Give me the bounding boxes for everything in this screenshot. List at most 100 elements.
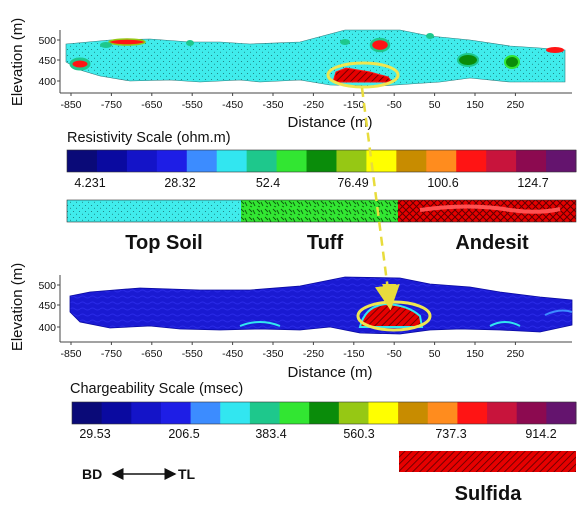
resistivity-model xyxy=(65,29,566,87)
chargeability-scale-value: 383.4 xyxy=(255,427,286,441)
x-tick-label: 50 xyxy=(429,348,441,360)
chargeability-scale: Chargeability Scale (msec) 29.53 206.5 3… xyxy=(70,381,577,441)
color-bin xyxy=(96,150,128,172)
color-bin xyxy=(487,402,518,424)
x-tick-label: -450 xyxy=(222,99,243,111)
contour-line xyxy=(544,309,573,316)
y-tick-label: 450 xyxy=(38,55,56,67)
x-tick-label: -850 xyxy=(60,99,81,111)
color-bin xyxy=(279,402,310,424)
contour-line xyxy=(489,321,521,327)
x-tick-label: -150 xyxy=(343,348,364,360)
x-tick-label: 150 xyxy=(466,99,484,111)
anomaly xyxy=(100,42,112,48)
y-tick-label: 500 xyxy=(38,280,56,292)
x-tick-label: -150 xyxy=(343,99,364,111)
color-bin xyxy=(156,150,188,172)
color-bin xyxy=(67,150,98,172)
color-bin xyxy=(516,402,547,424)
top-soil-label: Top Soil xyxy=(125,232,202,254)
resistivity-scale-value: 28.32 xyxy=(164,176,195,190)
x-tick-label: -50 xyxy=(387,348,402,360)
x-tick-label: -650 xyxy=(141,99,162,111)
chargeability-scale-title: Chargeability Scale (msec) xyxy=(70,381,243,397)
x-tick-label: -750 xyxy=(101,348,122,360)
color-bin xyxy=(396,150,427,172)
resistivity-scale-title: Resistivity Scale (ohm.m) xyxy=(67,130,231,146)
x-tick-label: 50 xyxy=(429,99,441,111)
x-tick-label: -250 xyxy=(303,348,324,360)
color-bin xyxy=(160,402,192,424)
chargeability-scale-value: 560.3 xyxy=(343,427,374,441)
x-tick-label: -750 xyxy=(101,99,122,111)
color-bin xyxy=(249,402,281,424)
correlation-arrow xyxy=(360,87,400,311)
y-tick-label: 500 xyxy=(38,35,56,47)
tuff-swatch xyxy=(241,200,398,222)
sulfida-label: Sulfida xyxy=(455,483,523,505)
anomaly xyxy=(426,33,434,39)
anomaly xyxy=(108,38,146,46)
x-tick-label: -250 xyxy=(303,99,324,111)
color-bin xyxy=(516,150,547,172)
color-bin xyxy=(546,150,577,172)
anomaly xyxy=(340,39,350,45)
top-soil-swatch xyxy=(67,200,241,222)
tuff-label: Tuff xyxy=(307,232,344,254)
color-bin xyxy=(131,402,162,424)
andesit-swatch-detail xyxy=(419,204,561,214)
color-bin xyxy=(126,150,158,172)
x-tick-label: -550 xyxy=(182,99,203,111)
resistivity-scale-value: 52.4 xyxy=(256,176,280,190)
y-tick-label: 400 xyxy=(38,76,56,88)
x-tick-label: -350 xyxy=(262,348,283,360)
chargeability-scale-value: 206.5 xyxy=(168,427,199,441)
color-bar-frame xyxy=(66,149,577,173)
highlight-ellipse-top xyxy=(326,61,400,89)
bottom-x-axis-title: Distance (m) xyxy=(287,364,372,381)
color-bin xyxy=(398,402,429,424)
anomaly xyxy=(69,57,91,71)
color-bin xyxy=(338,402,369,424)
anomaly xyxy=(546,47,564,53)
top-x-ticks: -850 -750 -650 -550 -450 -350 -250 -150 -50 50 150… xyxy=(60,93,524,111)
anomaly xyxy=(504,55,520,69)
bottom-x-ticks: -850 -750 -650 -550 -450 -350 -250 -150 -50 50 150… xyxy=(60,342,524,360)
chargeability-section: 500 450 400 -850 -750 -650 -550 -450 -350 -250… xyxy=(9,263,573,381)
direction-left-label: BD xyxy=(82,466,102,482)
x-tick-label: -450 xyxy=(222,348,243,360)
anomaly xyxy=(186,40,194,46)
resistivity-section: 500 450 400 -850 -750 -650 -550 -450 -350 -250… xyxy=(9,18,572,131)
andesit-swatch xyxy=(398,200,576,222)
color-bin xyxy=(101,402,132,424)
lithology-legend: Top Soil Tuff Andesit xyxy=(66,199,577,254)
anomaly xyxy=(457,53,479,67)
color-bar-frame xyxy=(71,401,577,425)
top-x-axis-title: Distance (m) xyxy=(287,114,372,131)
y-tick-label: 450 xyxy=(38,300,56,312)
chargeability-scale-value: 914.2 xyxy=(525,427,556,441)
x-tick-label: -850 xyxy=(60,348,81,360)
resistivity-scale: Resistivity Scale (ohm.m) 4.231 28.32 52… xyxy=(66,130,577,190)
color-bin xyxy=(306,150,337,172)
resistivity-scale-value: 4.231 xyxy=(74,176,105,190)
color-bin xyxy=(427,402,458,424)
direction-right-label: TL xyxy=(178,466,196,482)
sulfida-swatch xyxy=(399,451,576,472)
x-tick-label: 150 xyxy=(466,348,484,360)
color-bin xyxy=(366,150,397,172)
bottom-y-ticks: 500 450 400 xyxy=(38,280,60,334)
anomaly xyxy=(369,37,391,53)
top-y-ticks: 500 450 400 xyxy=(38,35,60,88)
color-bin xyxy=(186,150,218,172)
correlation-arrowhead xyxy=(382,284,396,300)
x-tick-label: -650 xyxy=(141,348,162,360)
top-y-axis-title: Elevation (m) xyxy=(9,18,26,106)
resistivity-scale-value: 76.49 xyxy=(337,176,368,190)
y-tick-label: 400 xyxy=(38,322,56,334)
color-bin xyxy=(368,402,399,424)
bottom-y-axis-title: Elevation (m) xyxy=(9,263,26,351)
color-bin xyxy=(456,150,487,172)
